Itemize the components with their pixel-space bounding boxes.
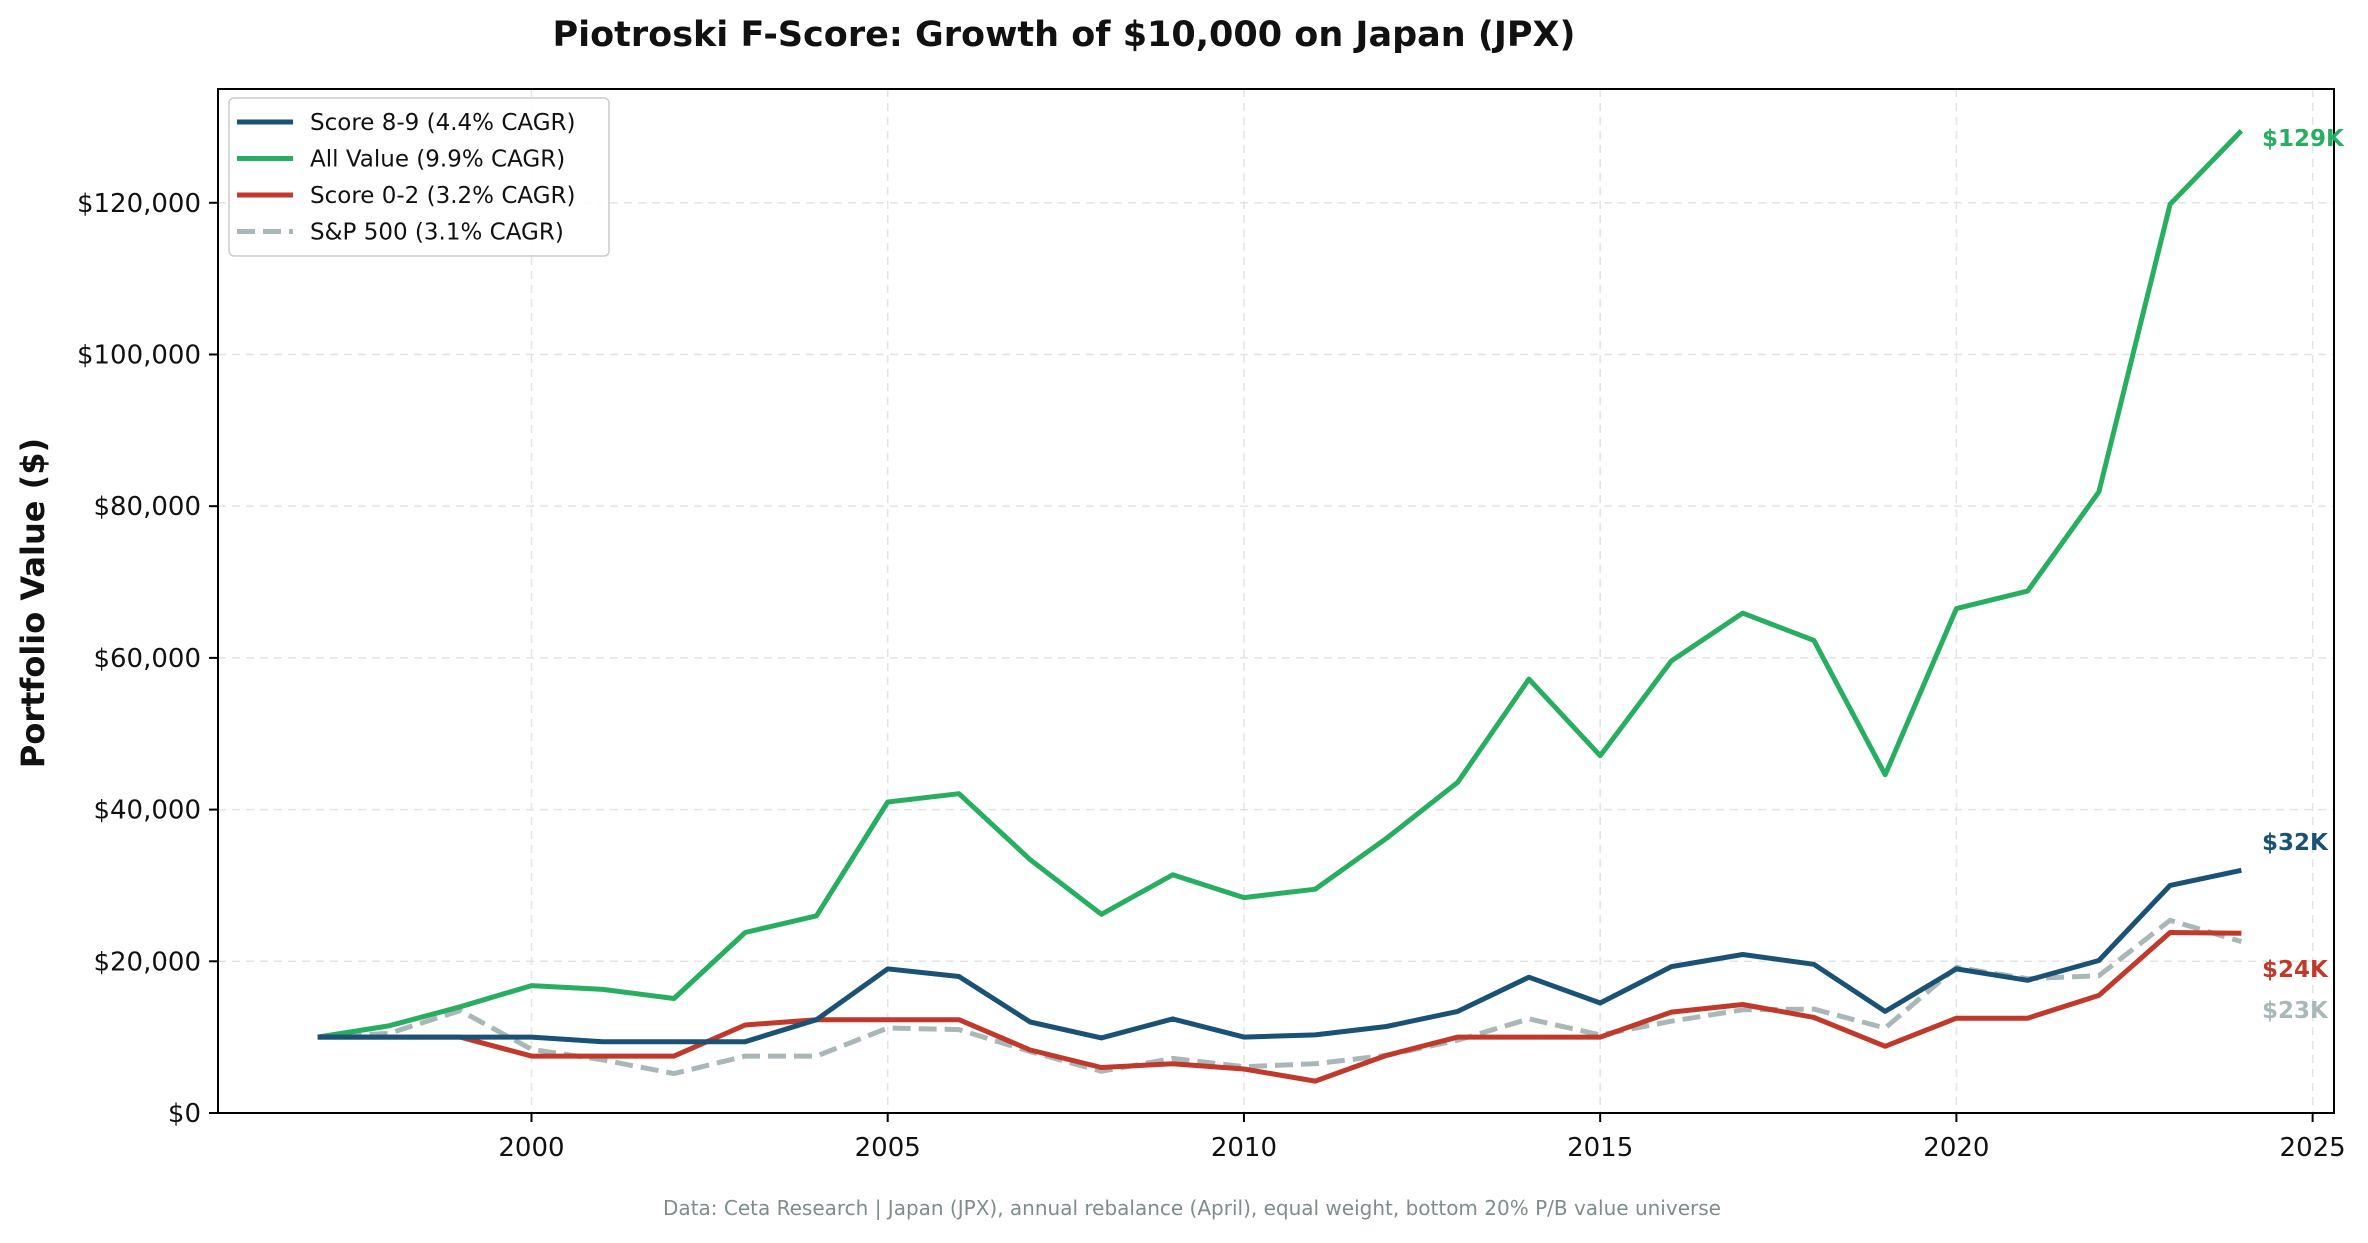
x-tick-label: 2010 xyxy=(1211,1133,1277,1163)
end-labels: $32K $129K $24K $23K xyxy=(2262,126,2345,1024)
series-lines xyxy=(317,128,2244,1084)
end-value-label: $24K xyxy=(2262,957,2329,983)
y-tick-label: $20,000 xyxy=(93,947,201,977)
series-line-1 xyxy=(317,128,2244,1040)
x-tick-label: 2000 xyxy=(498,1133,564,1163)
x-tick-label: 2020 xyxy=(1923,1133,1989,1163)
y-axis-label: Portfolio Value ($) xyxy=(14,438,52,768)
legend-box xyxy=(228,97,610,257)
series-line-3 xyxy=(317,917,2243,1077)
x-tick-label: 2005 xyxy=(855,1133,921,1163)
y-tick-label: $0 xyxy=(168,1099,201,1129)
y-tick-label: $120,000 xyxy=(77,189,201,219)
end-value-label: $32K xyxy=(2262,830,2329,856)
end-value-label: $129K xyxy=(2262,126,2345,152)
y-tick-label: $80,000 xyxy=(93,492,201,522)
legend-item-label: Score 0-2 (3.2% CAGR) xyxy=(310,183,576,209)
y-tick-label: $100,000 xyxy=(77,340,201,370)
y-tick-label: $60,000 xyxy=(93,644,201,674)
x-tick-label: 2025 xyxy=(2280,1133,2346,1163)
y-tick-label: $40,000 xyxy=(93,796,201,826)
end-value-label: $23K xyxy=(2262,998,2329,1024)
legend: Score 8-9 (4.4% CAGR) All Value (9.9% CAG… xyxy=(228,97,610,257)
series-line-2 xyxy=(317,930,2242,1084)
data-source-footnote: Data: Ceta Research | Japan (JPX), annua… xyxy=(663,1196,1721,1220)
axis-ticks: 2000 2005 2010 2015 2020 2025 $0 $20,000 $40,000… xyxy=(77,189,2346,1163)
chart-title: Piotroski F-Score: Growth of $10,000 on … xyxy=(552,15,1575,55)
x-tick-label: 2015 xyxy=(1567,1133,1633,1163)
plot-area-frame xyxy=(217,88,2335,1114)
legend-item-label: S&P 500 (3.1% CAGR) xyxy=(310,220,564,246)
legend-item-label: All Value (9.9% CAGR) xyxy=(310,147,565,173)
legend-item-label: Score 8-9 (4.4% CAGR) xyxy=(310,110,576,136)
series-line-0 xyxy=(317,867,2242,1045)
